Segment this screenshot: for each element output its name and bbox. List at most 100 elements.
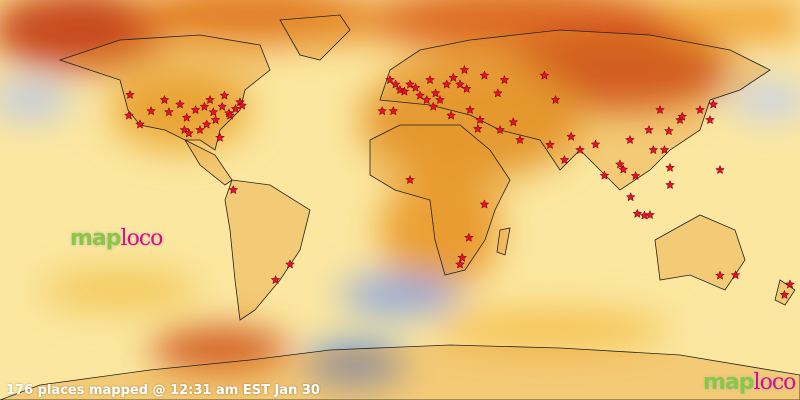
place-marker-star-icon[interactable] [515, 134, 525, 145]
place-marker-star-icon[interactable] [659, 144, 670, 155]
place-marker-star-icon[interactable] [217, 101, 228, 111]
central-america [183, 139, 233, 186]
place-marker-star-icon[interactable] [479, 70, 490, 80]
place-marker-star-icon[interactable] [575, 144, 585, 155]
place-marker-star-icon[interactable] [208, 107, 219, 117]
place-marker-star-icon[interactable] [199, 101, 210, 111]
place-marker-star-icon[interactable] [190, 104, 201, 115]
place-marker-star-icon[interactable] [425, 74, 435, 85]
place-marker-star-icon[interactable] [599, 170, 610, 180]
place-marker-star-icon[interactable] [630, 170, 641, 181]
place-marker-star-icon[interactable] [663, 125, 674, 136]
place-marker-star-icon[interactable] [195, 124, 205, 135]
place-marker-star-icon[interactable] [421, 94, 432, 105]
place-marker-star-icon[interactable] [705, 114, 715, 125]
place-marker-star-icon[interactable] [779, 289, 790, 300]
place-marker-star-icon[interactable] [479, 199, 490, 209]
place-marker-star-icon[interactable] [730, 269, 741, 280]
place-marker-star-icon[interactable] [615, 159, 625, 169]
place-marker-star-icon[interactable] [390, 79, 401, 89]
place-marker-star-icon[interactable] [377, 105, 388, 116]
madagascar [496, 227, 511, 256]
place-marker-star-icon[interactable] [625, 134, 635, 145]
place-marker-star-icon[interactable] [465, 104, 475, 115]
place-marker-star-icon[interactable] [495, 124, 505, 135]
africa [369, 124, 511, 276]
place-marker-star-icon[interactable] [785, 279, 795, 289]
place-markers [123, 64, 795, 300]
greenland [279, 14, 351, 61]
place-marker-star-icon[interactable] [448, 72, 459, 82]
place-marker-star-icon[interactable] [550, 94, 561, 105]
place-marker-star-icon[interactable] [135, 119, 145, 129]
place-marker-star-icon[interactable] [163, 107, 174, 117]
place-marker-star-icon[interactable] [539, 70, 550, 80]
place-marker-star-icon[interactable] [665, 179, 675, 190]
place-marker-star-icon[interactable] [219, 90, 230, 100]
place-marker-star-icon[interactable] [625, 191, 636, 202]
logo-part-map: map [70, 226, 122, 251]
place-marker-star-icon[interactable] [463, 232, 474, 242]
place-marker-star-icon[interactable] [545, 139, 555, 150]
place-marker-star-icon[interactable] [385, 74, 395, 85]
place-marker-star-icon[interactable] [183, 128, 194, 138]
place-marker-star-icon[interactable] [665, 162, 675, 172]
place-marker-star-icon[interactable] [428, 101, 439, 111]
place-marker-star-icon[interactable] [645, 209, 655, 220]
place-marker-star-icon[interactable] [435, 94, 445, 105]
place-marker-star-icon[interactable] [475, 114, 485, 125]
place-marker-star-icon[interactable] [205, 94, 215, 105]
place-marker-star-icon[interactable] [237, 100, 248, 110]
place-marker-star-icon[interactable] [695, 104, 705, 115]
place-marker-star-icon[interactable] [405, 79, 415, 89]
place-marker-star-icon[interactable] [285, 259, 295, 269]
place-marker-star-icon[interactable] [175, 99, 185, 109]
place-marker-star-icon[interactable] [655, 104, 665, 115]
place-marker-star-icon[interactable] [441, 79, 452, 89]
place-marker-star-icon[interactable] [677, 111, 688, 121]
place-marker-star-icon[interactable] [215, 132, 225, 142]
place-marker-star-icon[interactable] [455, 79, 465, 89]
logo-part-loco: loco [753, 370, 797, 395]
place-marker-star-icon[interactable] [715, 164, 725, 175]
place-marker-star-icon[interactable] [648, 144, 659, 155]
place-marker-star-icon[interactable] [708, 99, 719, 109]
place-marker-star-icon[interactable] [181, 112, 192, 122]
place-marker-star-icon[interactable] [123, 110, 134, 120]
place-marker-star-icon[interactable] [461, 83, 472, 94]
place-marker-star-icon[interactable] [566, 131, 577, 141]
place-marker-star-icon[interactable] [201, 119, 212, 129]
place-marker-star-icon[interactable] [590, 139, 601, 149]
place-marker-star-icon[interactable] [230, 103, 241, 114]
place-marker-star-icon[interactable] [715, 270, 725, 280]
place-marker-star-icon[interactable] [225, 110, 235, 120]
place-marker-star-icon[interactable] [410, 82, 421, 92]
maploco-logo-corner[interactable]: maploco [703, 370, 797, 395]
place-marker-star-icon[interactable] [492, 88, 503, 98]
place-marker-star-icon[interactable] [125, 89, 135, 100]
place-marker-star-icon[interactable] [159, 94, 170, 105]
place-marker-star-icon[interactable] [499, 74, 510, 85]
place-marker-star-icon[interactable] [146, 105, 157, 116]
place-marker-star-icon[interactable] [459, 64, 470, 75]
place-marker-star-icon[interactable] [559, 154, 570, 165]
place-marker-star-icon[interactable] [270, 274, 281, 285]
place-marker-star-icon[interactable] [395, 84, 405, 95]
place-marker-star-icon[interactable] [210, 114, 221, 125]
place-marker-star-icon[interactable] [632, 208, 643, 218]
place-marker-star-icon[interactable] [508, 117, 519, 127]
place-marker-star-icon[interactable] [228, 184, 239, 195]
place-marker-star-icon[interactable] [472, 123, 483, 134]
place-marker-star-icon[interactable] [643, 124, 654, 135]
place-marker-star-icon[interactable] [457, 252, 468, 262]
place-marker-star-icon[interactable] [388, 105, 399, 116]
place-marker-star-icon[interactable] [415, 90, 425, 100]
place-marker-star-icon[interactable] [430, 88, 441, 98]
place-marker-star-icon[interactable] [399, 86, 410, 96]
place-marker-star-icon[interactable] [446, 110, 457, 120]
place-marker-star-icon[interactable] [618, 164, 629, 174]
place-marker-star-icon[interactable] [405, 174, 415, 185]
place-marker-star-icon[interactable] [455, 259, 465, 269]
